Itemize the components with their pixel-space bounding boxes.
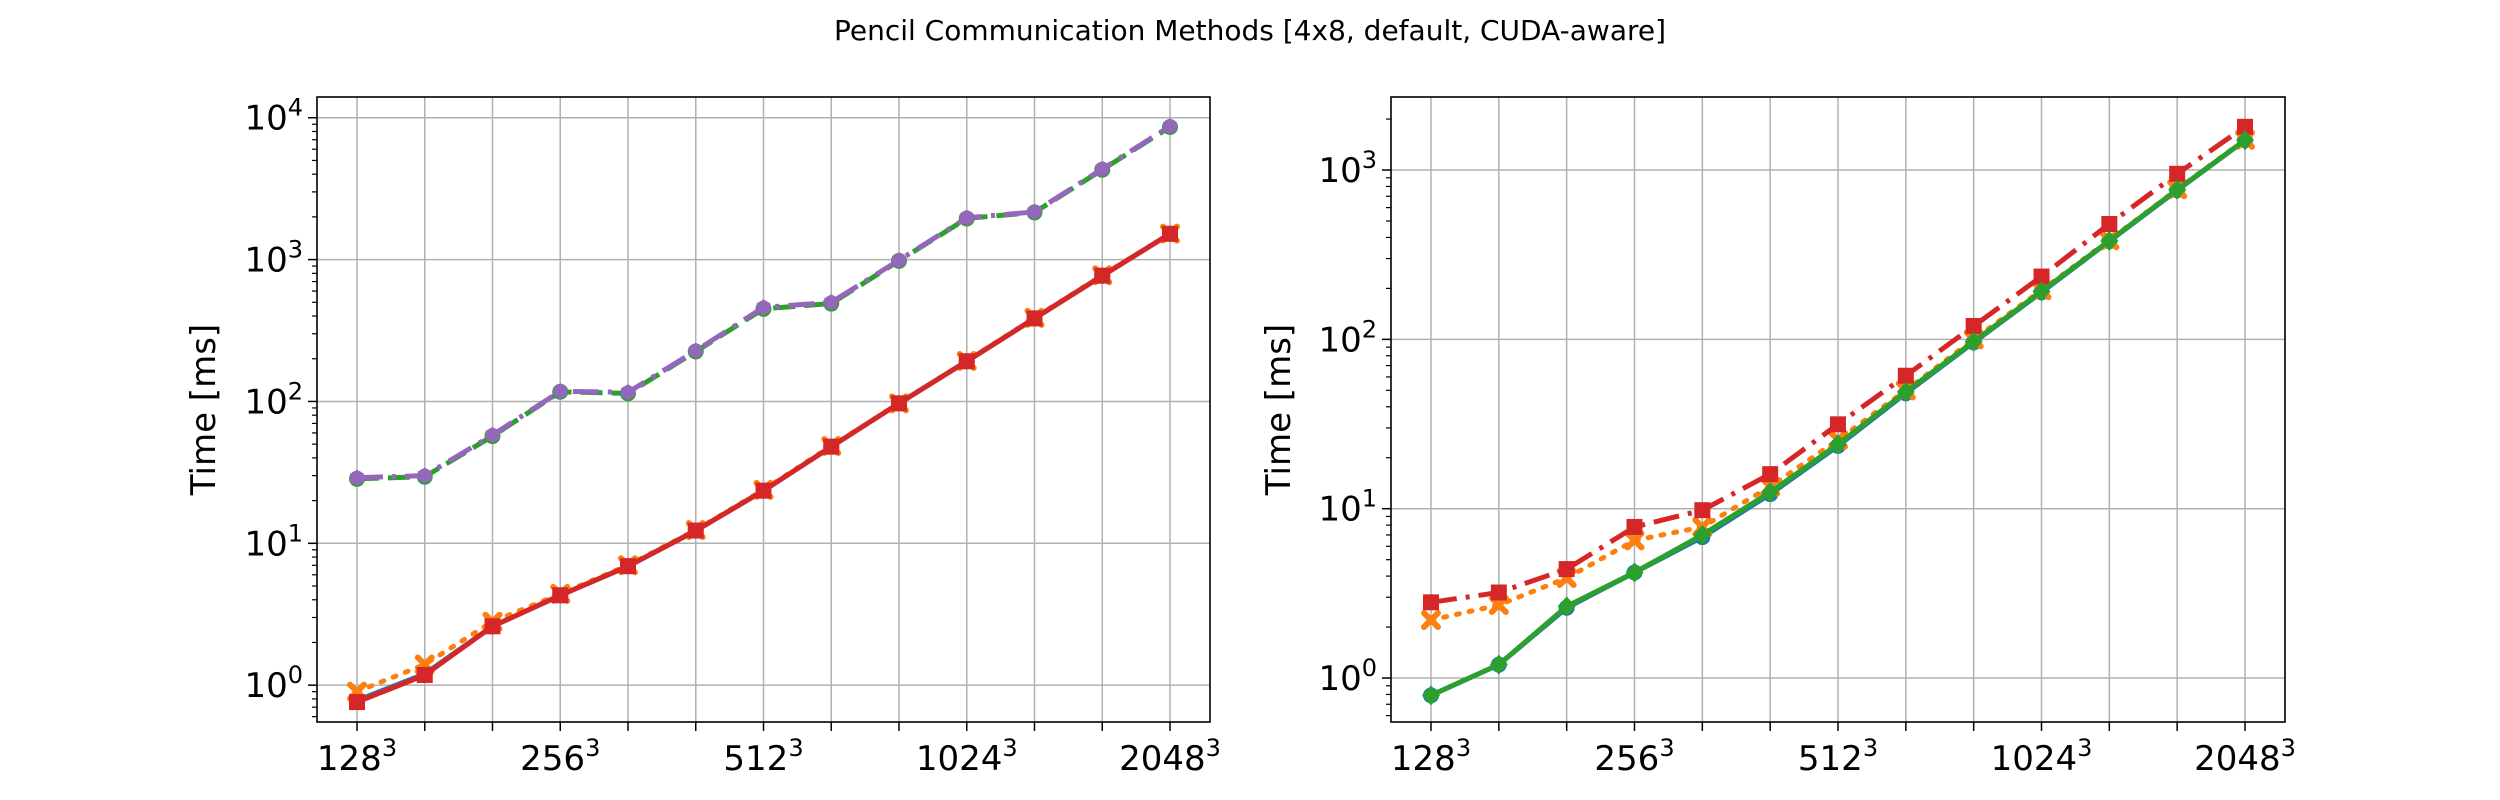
data-point [621, 384, 635, 401]
x-tick-label: 1283 [317, 734, 397, 779]
x-tick-label: 10243 [916, 734, 1018, 779]
data-point [1693, 524, 1712, 545]
data-point [1490, 584, 1507, 601]
y-axis-label: Time [ms] [1259, 324, 1299, 496]
data-point [959, 209, 974, 226]
data-point [1423, 594, 1439, 611]
y-tick-label: 102 [1318, 315, 1377, 360]
left-chart: 100 101 102 103 104 1283 2563 5123 10243 20483 Tim… [184, 94, 1221, 779]
data-point [1558, 561, 1575, 578]
y-tick-label: 101 [244, 519, 303, 564]
data-point [2169, 165, 2186, 182]
data-point [1557, 596, 1576, 617]
data-point [2237, 118, 2253, 135]
x-tick-label: 1283 [1391, 734, 1471, 779]
data-point [1830, 416, 1846, 433]
data-point [1762, 466, 1779, 483]
data-point [1626, 518, 1643, 535]
x-tick-label: 20483 [1119, 734, 1221, 779]
data-point [1624, 530, 1645, 551]
data-point [1162, 225, 1178, 242]
data-point [2032, 281, 2051, 302]
data-point [1694, 502, 1711, 519]
figure-title: Pencil Communication Methods [4x8, defau… [834, 14, 1666, 47]
x-tick-label: 5123 [723, 734, 803, 779]
x-tick-label: 20483 [2194, 734, 2296, 779]
data-point [892, 252, 906, 269]
data-point [553, 383, 568, 400]
data-point [755, 482, 772, 499]
y-tick-label: 103 [1318, 146, 1377, 191]
data-point [2100, 230, 2119, 251]
series-purple [350, 118, 1177, 486]
series-green [1422, 130, 2254, 706]
data-point [350, 469, 364, 486]
data-point [1761, 482, 1780, 503]
data-point [1896, 381, 1915, 402]
data-point [1422, 685, 1440, 706]
y-axis-label: Time [ms] [184, 324, 224, 496]
data-point [1095, 161, 1110, 177]
data-point [1163, 118, 1177, 135]
right-chart: 100 101 102 103 1283 2563 5123 10243 20483 Time [… [1259, 96, 2296, 779]
data-point [958, 353, 975, 370]
data-point [1027, 203, 1042, 220]
y-tick-label: 104 [244, 94, 303, 139]
data-point [1897, 367, 1914, 384]
data-point [1964, 331, 1983, 352]
series-red [1423, 118, 2253, 611]
y-tick-label: 103 [244, 236, 303, 281]
data-point [1026, 310, 1043, 327]
data-point [416, 666, 433, 683]
data-point [2033, 268, 2050, 285]
data-point [2168, 179, 2187, 200]
data-point [349, 694, 365, 711]
data-point [484, 618, 501, 635]
data-point [688, 342, 703, 359]
data-point [1094, 267, 1111, 284]
y-tick-label: 100 [1318, 654, 1377, 699]
data-point [1829, 434, 1847, 455]
data-point [687, 522, 704, 539]
data-point [823, 438, 840, 455]
x-tick-label: 2563 [1594, 734, 1674, 779]
x-tick-label: 5123 [1798, 734, 1878, 779]
data-point [1965, 317, 1982, 334]
data-point [1625, 562, 1644, 583]
x-tick-label: 2563 [520, 734, 600, 779]
data-point [1421, 610, 1441, 631]
y-tick-label: 102 [244, 377, 303, 422]
data-point [2101, 216, 2118, 233]
data-point [417, 467, 432, 484]
axes-frame [316, 96, 1211, 723]
data-point [1489, 654, 1508, 675]
data-point [756, 299, 771, 316]
data-point [824, 294, 839, 311]
data-point [620, 558, 636, 575]
data-point [485, 427, 500, 443]
data-point [552, 587, 569, 604]
y-tick-label: 100 [244, 661, 303, 706]
axes-frame [1390, 96, 2286, 723]
series-red [349, 225, 1178, 711]
x-tick-label: 10243 [1991, 734, 2093, 779]
data-point [2236, 130, 2254, 151]
data-point [891, 395, 907, 412]
y-tick-label: 101 [1318, 485, 1377, 530]
